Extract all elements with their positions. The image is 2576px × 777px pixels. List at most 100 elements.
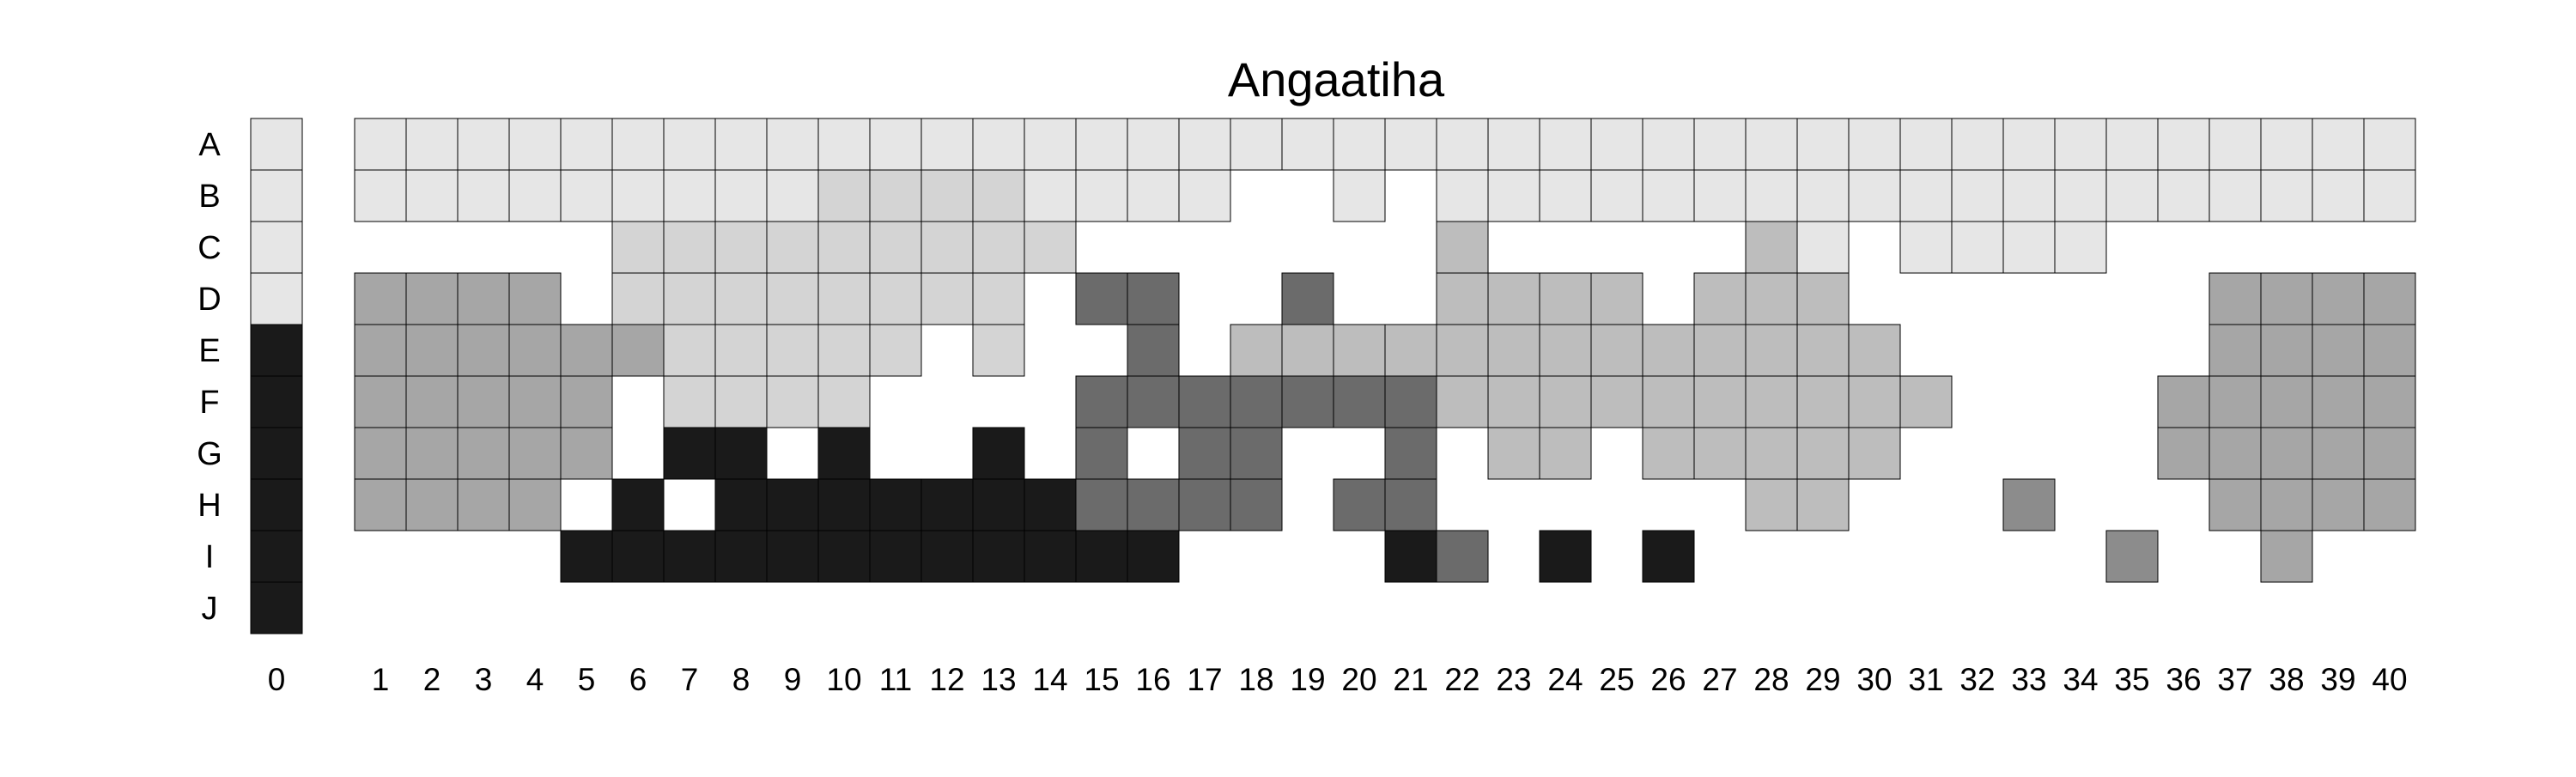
cell-40-F xyxy=(2363,375,2416,428)
cell-9-F xyxy=(766,375,819,428)
cell-9-H xyxy=(766,478,819,531)
cell-33-C xyxy=(2002,221,2056,274)
cell-12-D xyxy=(920,272,974,325)
cell-12-H xyxy=(920,478,974,531)
cell-5-F xyxy=(560,375,613,428)
column-label-31: 31 xyxy=(1908,662,1943,697)
row-label-D: D xyxy=(197,282,221,318)
cell-22-A xyxy=(1436,118,1489,171)
cell-1-A xyxy=(354,118,407,171)
cell-3-F xyxy=(457,375,510,428)
cell-8-G xyxy=(714,427,768,480)
cell-4-E xyxy=(508,324,562,377)
cell-22-D xyxy=(1436,272,1489,325)
cell-22-C xyxy=(1436,221,1489,274)
column-label-12: 12 xyxy=(929,662,964,697)
cell-4-F xyxy=(508,375,562,428)
cell-0-H xyxy=(250,478,303,531)
cell-28-E xyxy=(1745,324,1798,377)
column-label-8: 8 xyxy=(732,662,750,697)
cell-26-F xyxy=(1642,375,1695,428)
cell-19-A xyxy=(1281,118,1334,171)
cell-6-A xyxy=(611,118,665,171)
column-label-21: 21 xyxy=(1393,662,1428,697)
cell-26-E xyxy=(1642,324,1695,377)
row-label-J: J xyxy=(202,591,218,627)
cell-23-A xyxy=(1487,118,1540,171)
cell-38-B xyxy=(2260,169,2313,222)
cell-7-I xyxy=(663,530,716,583)
cell-11-I xyxy=(869,530,922,583)
cell-33-B xyxy=(2002,169,2056,222)
cell-17-A xyxy=(1178,118,1231,171)
cell-22-I xyxy=(1436,530,1489,583)
row-label-G: G xyxy=(197,436,222,472)
cell-7-D xyxy=(663,272,716,325)
cell-13-H xyxy=(972,478,1025,531)
cell-40-H xyxy=(2363,478,2416,531)
cell-1-D xyxy=(354,272,407,325)
column-label-35: 35 xyxy=(2114,662,2149,697)
cell-36-G xyxy=(2157,427,2210,480)
row-label-F: F xyxy=(199,385,219,421)
cell-6-H xyxy=(611,478,665,531)
cell-13-E xyxy=(972,324,1025,377)
cell-24-B xyxy=(1539,169,1592,222)
cell-39-E xyxy=(2312,324,2365,377)
column-label-23: 23 xyxy=(1496,662,1531,697)
cell-40-E xyxy=(2363,324,2416,377)
cell-29-H xyxy=(1796,478,1850,531)
cell-7-F xyxy=(663,375,716,428)
cell-30-A xyxy=(1848,118,1901,171)
cell-39-D xyxy=(2312,272,2365,325)
column-label-18: 18 xyxy=(1238,662,1273,697)
cell-38-D xyxy=(2260,272,2313,325)
column-label-3: 3 xyxy=(475,662,493,697)
column-label-20: 20 xyxy=(1341,662,1376,697)
cell-8-I xyxy=(714,530,768,583)
cell-1-G xyxy=(354,427,407,480)
cell-10-G xyxy=(817,427,871,480)
cell-5-I xyxy=(560,530,613,583)
cell-9-D xyxy=(766,272,819,325)
cell-13-B xyxy=(972,169,1025,222)
cell-16-A xyxy=(1127,118,1180,171)
row-label-C: C xyxy=(197,230,221,266)
cell-7-C xyxy=(663,221,716,274)
cell-15-D xyxy=(1075,272,1128,325)
column-label-28: 28 xyxy=(1753,662,1789,697)
column-label-16: 16 xyxy=(1135,662,1170,697)
cell-16-F xyxy=(1127,375,1180,428)
cell-29-C xyxy=(1796,221,1850,274)
column-label-6: 6 xyxy=(629,662,647,697)
cell-19-F xyxy=(1281,375,1334,428)
cell-37-D xyxy=(2208,272,2262,325)
cell-11-A xyxy=(869,118,922,171)
column-label-25: 25 xyxy=(1599,662,1634,697)
cell-1-F xyxy=(354,375,407,428)
cell-1-H xyxy=(354,478,407,531)
cell-16-D xyxy=(1127,272,1180,325)
cell-4-B xyxy=(508,169,562,222)
column-label-37: 37 xyxy=(2217,662,2252,697)
cell-2-H xyxy=(405,478,459,531)
cell-22-F xyxy=(1436,375,1489,428)
cell-16-E xyxy=(1127,324,1180,377)
cell-20-H xyxy=(1333,478,1386,531)
cell-15-G xyxy=(1075,427,1128,480)
cell-15-H xyxy=(1075,478,1128,531)
column-label-0: 0 xyxy=(268,662,286,697)
cell-0-D xyxy=(250,272,303,325)
cell-6-C xyxy=(611,221,665,274)
cell-7-E xyxy=(663,324,716,377)
cell-40-B xyxy=(2363,169,2416,222)
row-label-A: A xyxy=(198,127,221,163)
cell-2-D xyxy=(405,272,459,325)
cell-0-J xyxy=(250,581,303,634)
cell-12-A xyxy=(920,118,974,171)
cell-layer xyxy=(250,118,2416,634)
column-label-13: 13 xyxy=(981,662,1016,697)
cell-24-A xyxy=(1539,118,1592,171)
